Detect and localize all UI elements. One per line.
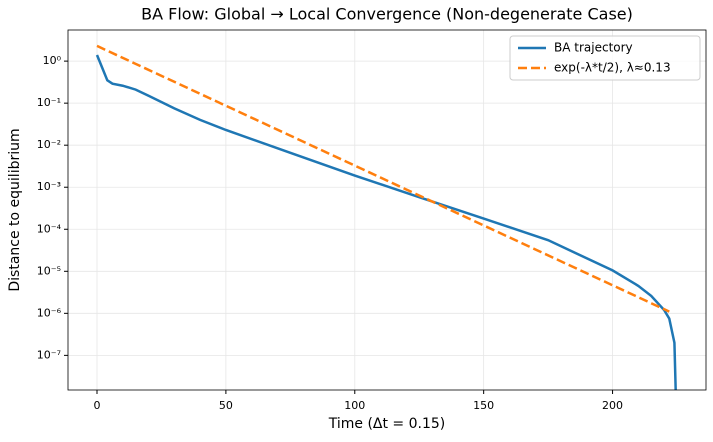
x-tick-label: 150: [473, 399, 494, 412]
y-tick-label: 10⁻⁴: [37, 222, 62, 235]
series-line: [95, 54, 677, 390]
x-tick-label: 100: [344, 399, 365, 412]
chart-title: BA Flow: Global → Local Convergence (Non…: [141, 5, 633, 24]
legend-box: [509, 35, 701, 81]
y-axis-label: Distance to equilibrium: [7, 128, 23, 291]
y-tick-label: 10⁻³: [37, 180, 61, 193]
x-tick-label: 0: [94, 399, 101, 412]
legend-label: exp(-λ*t/2), λ≈0.13: [554, 61, 671, 75]
plot-area: [95, 44, 677, 390]
series-line: [96, 44, 670, 313]
x-axis-label: Time (Δt = 0.15): [328, 416, 446, 432]
legend-label: BA trajectory: [554, 41, 633, 55]
y-tick-label: 10⁻²: [37, 138, 61, 151]
y-tick-label: 10⁻⁵: [37, 264, 61, 277]
x-tick-label: 200: [602, 399, 623, 412]
x-tick-label: 50: [219, 399, 233, 412]
y-tick-label: 10⁻¹: [37, 96, 61, 109]
y-tick-label: 10⁻⁶: [37, 306, 62, 319]
y-tick-label: 10⁻⁷: [37, 348, 61, 361]
y-tick-label: 10⁰: [43, 54, 62, 67]
axes-frame: [67, 29, 707, 391]
